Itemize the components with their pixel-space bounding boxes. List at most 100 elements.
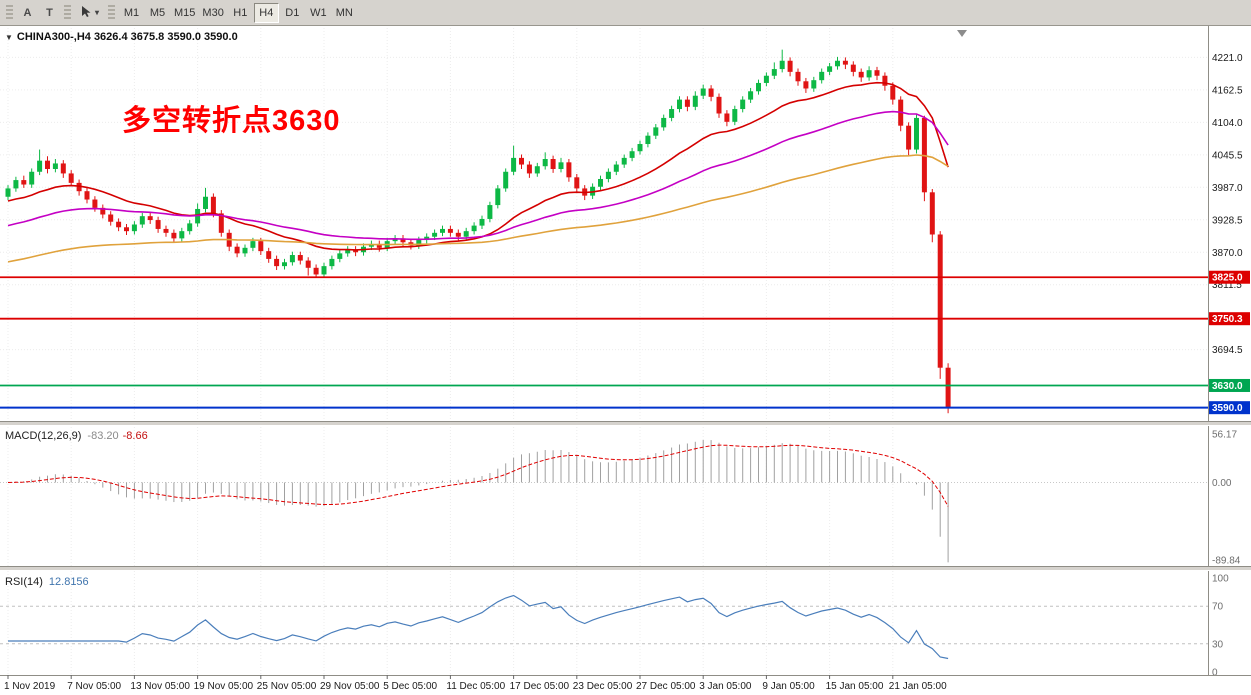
price-axis-label: 4221.0 <box>1212 53 1243 64</box>
time-axis-label: 7 Nov 05:00 <box>67 681 121 692</box>
chart-grid <box>0 28 1208 675</box>
chart-background <box>0 26 1251 695</box>
candle-bullish <box>479 218 485 226</box>
candle-bearish <box>447 228 453 233</box>
candle-bearish <box>566 162 572 178</box>
moving-average-20 <box>7 81 949 251</box>
candle-bearish <box>519 157 524 165</box>
time-axis-label: 27 Dec 05:00 <box>636 681 696 692</box>
candle-bearish <box>100 207 106 215</box>
candle-bullish <box>661 117 667 128</box>
candle-bearish <box>147 216 153 221</box>
candle-bullish <box>503 171 509 189</box>
candle-bearish <box>526 164 532 174</box>
moving-average-100 <box>7 154 949 263</box>
candle-bullish <box>629 151 635 158</box>
toolbar-drag-handle[interactable] <box>64 4 71 21</box>
candle-bearish <box>724 113 730 122</box>
rsi-panel[interactable] <box>0 594 1208 660</box>
candle-bearish <box>882 75 888 86</box>
collapse-triangle-icon[interactable]: ▼ <box>5 32 13 42</box>
candle-bearish <box>163 228 169 233</box>
candle-bullish <box>131 224 137 232</box>
candle-bullish <box>748 91 754 100</box>
chart-symbol-header: ▼ CHINA300-,H4 3626.4 3675.8 3590.0 3590… <box>5 31 238 43</box>
candle-bullish <box>5 188 11 197</box>
candle-bullish <box>637 144 643 152</box>
candle-bullish <box>605 171 611 179</box>
time-axis-label: 3 Jan 05:00 <box>699 681 752 692</box>
macd-panel[interactable] <box>0 439 1208 563</box>
candle-bearish <box>274 258 280 267</box>
candle-bullish <box>179 231 185 239</box>
chart-shift-marker-icon[interactable] <box>957 30 967 37</box>
macd-signal-line <box>7 444 949 507</box>
moving-average-lines <box>7 81 949 263</box>
time-axis-label: 5 Dec 05:00 <box>383 681 437 692</box>
timeframe-button-h1[interactable]: H1 <box>228 3 253 23</box>
timeframe-button-h4[interactable]: H4 <box>253 2 279 23</box>
candle-bearish <box>155 220 161 229</box>
candle-bullish <box>756 82 761 92</box>
panel-separator[interactable] <box>0 566 1251 571</box>
timeframe-button-d1[interactable]: D1 <box>280 3 305 23</box>
candle-bearish <box>92 199 98 208</box>
candle-bullish <box>811 80 817 89</box>
rsi-axis-label: 30 <box>1212 639 1224 650</box>
candle-bullish <box>250 241 256 248</box>
price-axis-label: 4162.5 <box>1212 85 1243 96</box>
candle-bullish <box>345 249 351 254</box>
candle-bearish <box>716 96 722 114</box>
toolbar-drag-handle[interactable] <box>108 4 116 21</box>
timeframe-button-w1[interactable]: W1 <box>306 3 331 23</box>
rsi-name: RSI(14) <box>5 576 43 588</box>
price-axis-label: 3987.0 <box>1212 183 1243 194</box>
cursor-tool-button[interactable]: ▾ <box>75 3 104 23</box>
candle-bearish <box>708 88 714 97</box>
price-axis-label: 3811.5 <box>1212 280 1242 291</box>
candle-bearish <box>258 241 264 252</box>
candle-bearish <box>60 163 66 174</box>
candle-bullish <box>337 253 343 259</box>
toolbar-button-t[interactable]: T <box>39 3 60 23</box>
macd-axis-label: 0.00 <box>1212 478 1232 489</box>
candle-bullish <box>827 66 833 72</box>
candle-bullish <box>677 99 682 110</box>
macd-signal-value: -8.66 <box>122 430 148 442</box>
time-axis[interactable]: 1 Nov 2019 7 Nov 05:00 13 Nov 05:00 19 Nov … <box>0 675 1251 692</box>
panel-separators[interactable] <box>0 421 1251 571</box>
rsi-line <box>8 594 949 660</box>
candle-bullish <box>779 60 785 70</box>
candle-bearish <box>210 196 216 214</box>
price-axis-label: 3928.5 <box>1212 215 1243 226</box>
level-price-label: 3750.3 <box>1212 314 1243 325</box>
timeframe-button-m30[interactable]: M30 <box>199 3 226 23</box>
timeframe-button-m1[interactable]: M1 <box>119 3 144 23</box>
candle-bullish <box>392 238 398 242</box>
horizontal-level-lines[interactable] <box>0 276 1208 409</box>
timeframe-button-m15[interactable]: M15 <box>171 3 198 23</box>
toolbar-button-a[interactable]: A <box>17 3 38 23</box>
candle-bullish <box>463 231 469 237</box>
level-price-label-box <box>1209 378 1250 392</box>
candle-bearish <box>21 180 27 185</box>
candle-bullish <box>763 75 769 83</box>
chart-annotation-text[interactable]: 多空转折点3630 <box>122 105 341 137</box>
candle-bullish <box>29 171 35 185</box>
candle-bearish <box>842 60 848 65</box>
candle-bearish <box>116 221 122 228</box>
panel-separator[interactable] <box>0 421 1251 426</box>
candle-bearish <box>455 232 461 237</box>
candle-bullish <box>440 228 445 233</box>
candle-bearish <box>313 267 319 275</box>
toolbar-drag-handle[interactable] <box>6 4 13 21</box>
candle-bearish <box>218 213 224 233</box>
time-axis-label: 19 Nov 05:00 <box>194 681 254 692</box>
candle-bullish <box>511 157 517 172</box>
time-axis-label: 25 Nov 05:00 <box>257 681 317 692</box>
timeframe-button-m5[interactable]: M5 <box>145 3 170 23</box>
timeframe-button-mn[interactable]: MN <box>332 3 357 23</box>
candle-bearish <box>400 238 406 243</box>
price-axis-label: 3870.0 <box>1212 248 1243 259</box>
